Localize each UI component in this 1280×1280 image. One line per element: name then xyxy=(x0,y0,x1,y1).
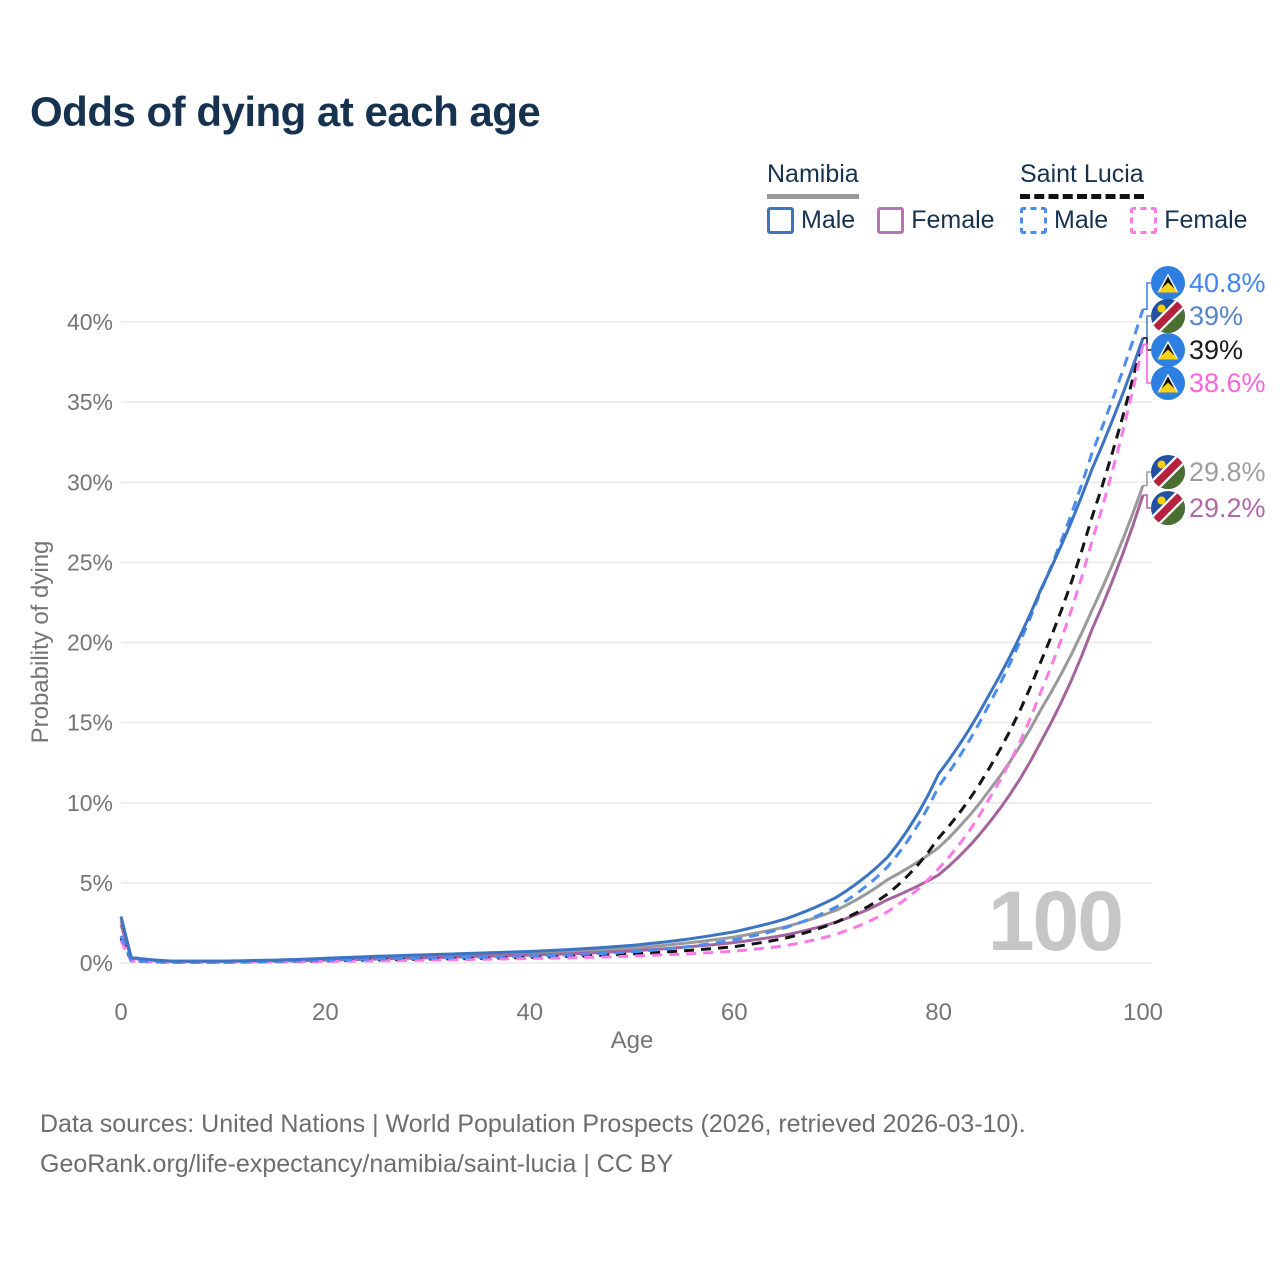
legend-items-row: Male Female xyxy=(1020,206,1248,235)
y-axis-tick-label: 25% xyxy=(67,549,113,575)
x-axis-title: Age xyxy=(611,1027,654,1054)
y-axis-tick-label: 15% xyxy=(67,710,113,736)
legend-group-saint-lucia: Saint Lucia Male Female xyxy=(1020,160,1248,235)
series-line-saint-lucia-male xyxy=(119,308,1145,964)
legend-checkbox-saint-lucia-female[interactable] xyxy=(1130,207,1158,234)
saint-lucia-flag-icon xyxy=(1151,333,1185,367)
legend-country-namibia[interactable]: Namibia xyxy=(767,160,859,199)
end-value-label-saint-lucia-male: 40.8% xyxy=(1189,268,1266,298)
legend-country-saint-lucia[interactable]: Saint Lucia xyxy=(1020,160,1144,199)
x-axis-tick-label: 40 xyxy=(516,999,543,1026)
y-axis-tick-label: 10% xyxy=(67,790,113,816)
data-sources-text: Data sources: United Nations | World Pop… xyxy=(40,1110,1026,1138)
y-axis-tick-label: 40% xyxy=(67,309,113,335)
legend-label-namibia-female: Female xyxy=(911,206,995,234)
legend-label-saint-lucia-female: Female xyxy=(1164,206,1248,234)
label-connector-namibia-male xyxy=(1143,315,1151,339)
label-connector-saint-lucia-female xyxy=(1143,343,1151,384)
x-axis-tick-label: 0 xyxy=(114,999,127,1026)
label-connector-saint-lucia-male xyxy=(1143,282,1151,310)
end-value-label-saint-lucia-female: 38.6% xyxy=(1189,368,1266,398)
namibia-flag-icon xyxy=(1151,491,1185,525)
y-axis-tick-label: 35% xyxy=(67,389,113,415)
x-axis-tick-label: 80 xyxy=(925,999,952,1026)
legend-items-row: Male Female xyxy=(767,206,995,235)
x-axis-tick-label: 100 xyxy=(1123,999,1163,1026)
attribution-link-text: GeoRank.org/life-expectancy/namibia/sain… xyxy=(40,1150,674,1178)
end-value-label-saint-lucia-total: 39% xyxy=(1189,335,1243,365)
label-connector-namibia-total xyxy=(1143,471,1151,487)
legend-checkbox-namibia-male[interactable] xyxy=(767,207,794,234)
page-title: Odds of dying at each age xyxy=(30,88,541,135)
y-axis-tick-label: 30% xyxy=(67,469,113,495)
series-line-saint-lucia-female xyxy=(119,344,1145,964)
namibia-flag-icon xyxy=(1151,299,1185,333)
end-value-label-namibia-female: 29.2% xyxy=(1189,493,1266,523)
end-value-label-namibia-male: 39% xyxy=(1189,301,1243,331)
legend-label-namibia-male: Male xyxy=(801,206,856,234)
legend-item-namibia-female[interactable]: Female xyxy=(877,206,995,235)
x-axis-tick-label: 20 xyxy=(312,999,339,1026)
legend-label-saint-lucia-male: Male xyxy=(1054,206,1109,234)
series-line-namibia-male xyxy=(119,337,1145,963)
series-line-saint-lucia-total xyxy=(119,337,1145,964)
legend-item-saint-lucia-male[interactable]: Male xyxy=(1020,206,1108,235)
legend: Namibia Male Female Saint Lucia Male Female xyxy=(0,160,1280,250)
end-value-label-namibia-total: 29.8% xyxy=(1189,457,1266,487)
y-axis-tick-label: 20% xyxy=(67,630,113,656)
y-axis-tick-label: 5% xyxy=(80,870,113,896)
legend-item-saint-lucia-female[interactable]: Female xyxy=(1130,206,1248,235)
x-axis-tick-label: 60 xyxy=(721,999,748,1026)
label-connector-namibia-female xyxy=(1143,494,1151,509)
saint-lucia-flag-icon xyxy=(1151,366,1185,400)
namibia-flag-icon xyxy=(1151,455,1185,489)
saint-lucia-flag-icon xyxy=(1151,266,1185,300)
y-axis-tick-label: 0% xyxy=(80,950,113,976)
legend-checkbox-namibia-female[interactable] xyxy=(877,207,905,234)
legend-group-namibia: Namibia Male Female xyxy=(767,160,995,235)
legend-item-namibia-male[interactable]: Male xyxy=(767,206,855,235)
age-counter-watermark: 100 xyxy=(988,874,1122,968)
y-axis-title: Probability of dying xyxy=(27,541,54,744)
legend-checkbox-saint-lucia-male[interactable] xyxy=(1020,207,1047,234)
